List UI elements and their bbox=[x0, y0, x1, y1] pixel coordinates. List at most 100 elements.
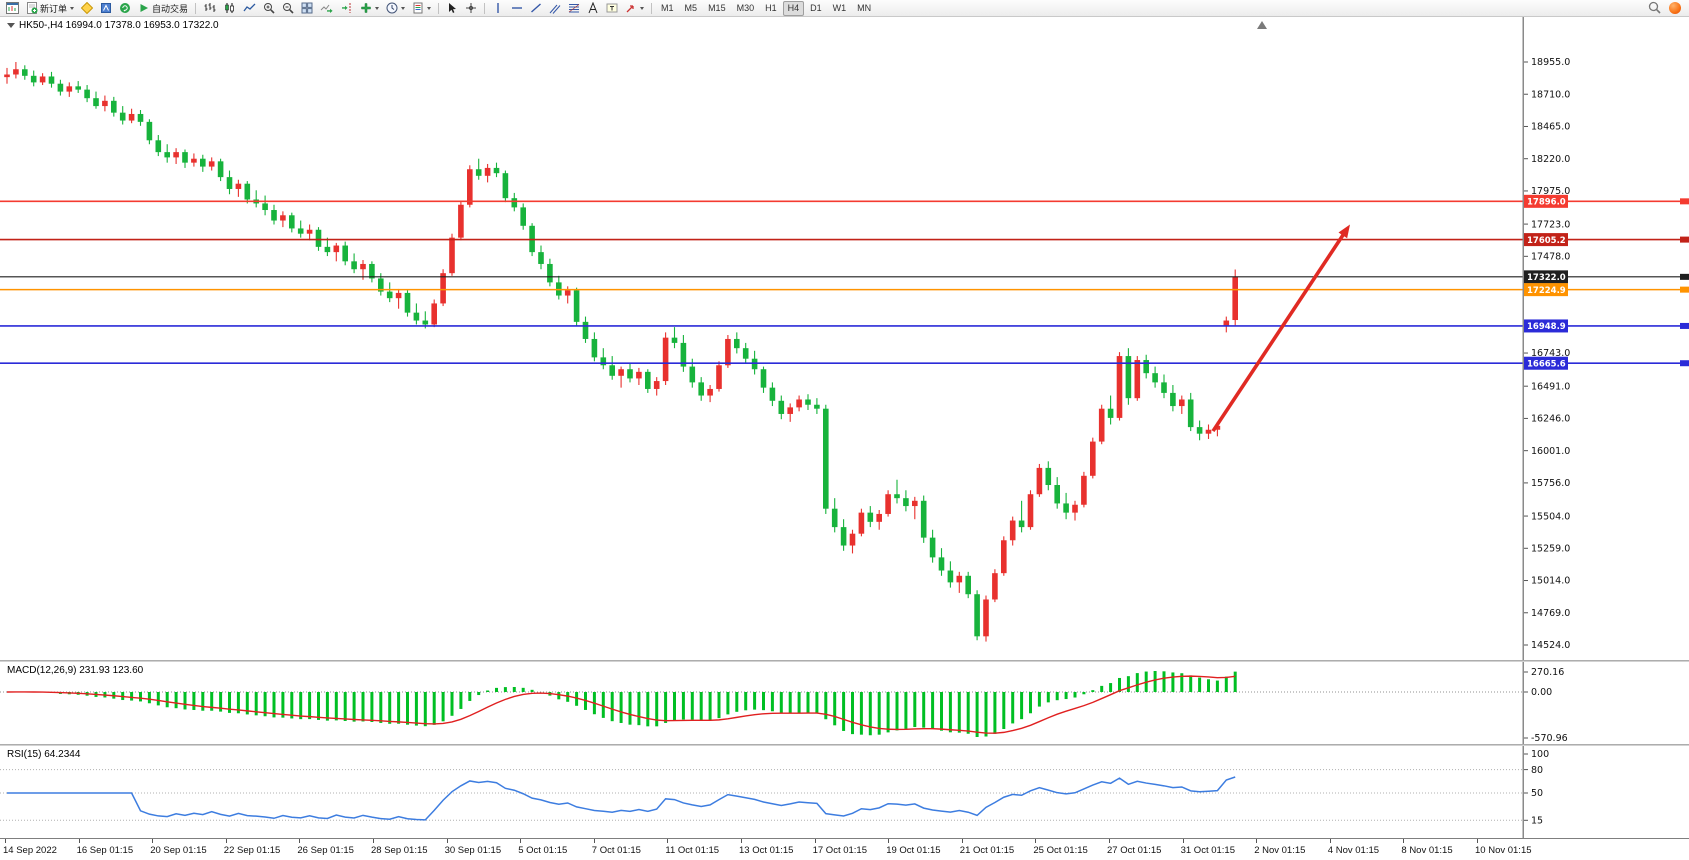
svg-text:17224.9: 17224.9 bbox=[1527, 286, 1566, 296]
crosshair-icon bbox=[465, 2, 477, 14]
channel-button[interactable] bbox=[546, 1, 564, 15]
vertical-line-button[interactable] bbox=[489, 1, 507, 15]
rsi-pane[interactable]: RSI(15) 64.2344 100 80 50 15 bbox=[0, 746, 1689, 838]
time-label: 27 Oct 01:15 bbox=[1107, 845, 1162, 856]
pane-separator[interactable] bbox=[0, 660, 1689, 662]
text-a-icon bbox=[587, 2, 599, 14]
svg-text:0.00: 0.00 bbox=[1531, 687, 1552, 698]
toolbar-separator bbox=[438, 2, 440, 14]
timeframe-toolbar: M1 M5 M15 M30 H1 H4 D1 W1 MN bbox=[656, 0, 876, 16]
timeframe-mn[interactable]: MN bbox=[857, 2, 872, 13]
toolbar-separator bbox=[651, 2, 653, 14]
toolbar-separator bbox=[484, 2, 486, 14]
notification-badge[interactable] bbox=[1669, 2, 1681, 14]
crosshair-button[interactable] bbox=[462, 1, 480, 15]
svg-text:16491.0: 16491.0 bbox=[1531, 381, 1570, 392]
text-button[interactable] bbox=[584, 1, 602, 15]
timeframe-w1[interactable]: W1 bbox=[832, 2, 847, 13]
ohlc-panel-toggle-icon[interactable] bbox=[7, 23, 15, 28]
macd-label-bar: MACD(12,26,9) 231.93 123.60 bbox=[7, 665, 143, 676]
timeframe-m15[interactable]: M15 bbox=[708, 2, 726, 13]
periods-button[interactable] bbox=[383, 1, 408, 15]
time-label: 26 Sep 01:15 bbox=[297, 845, 354, 856]
trendline-button[interactable] bbox=[527, 1, 545, 15]
rsi-label-bar: RSI(15) 64.2344 bbox=[7, 749, 80, 760]
price-chart-canvas[interactable]: 18955.0 18710.0 18465.0 18220.0 17975.0 17723… bbox=[0, 17, 1689, 660]
svg-text:270.16: 270.16 bbox=[1531, 667, 1564, 678]
autotrading-button[interactable]: 自动交易 bbox=[135, 1, 191, 15]
timeframe-d1[interactable]: D1 bbox=[810, 2, 822, 13]
candlestick-chart-button[interactable] bbox=[220, 1, 239, 15]
macd-pane[interactable]: MACD(12,26,9) 231.93 123.60 270.16 0.00 -5… bbox=[0, 662, 1689, 744]
svg-text:17322.0: 17322.0 bbox=[1527, 273, 1566, 283]
timeframe-h1[interactable]: H1 bbox=[765, 2, 777, 13]
new-order-button[interactable]: 新订单 bbox=[23, 1, 77, 15]
tile-windows-button[interactable] bbox=[298, 1, 316, 15]
navigator-button[interactable] bbox=[97, 1, 115, 15]
svg-text:14524.0: 14524.0 bbox=[1531, 640, 1570, 651]
time-label: 19 Oct 01:15 bbox=[886, 845, 941, 856]
time-label: 17 Oct 01:15 bbox=[812, 845, 867, 856]
chart-shift-button[interactable] bbox=[337, 1, 356, 15]
cursor-button[interactable] bbox=[443, 1, 461, 15]
horizontal-line-button[interactable] bbox=[508, 1, 526, 15]
time-label: 25 Oct 01:15 bbox=[1033, 845, 1088, 856]
pane-separator[interactable] bbox=[0, 744, 1689, 746]
timeframe-m1[interactable]: M1 bbox=[661, 2, 674, 13]
refresh-button[interactable] bbox=[116, 1, 134, 15]
new-order-label: 新订单 bbox=[40, 3, 68, 14]
zoom-in-icon bbox=[263, 2, 275, 14]
line-chart-button[interactable] bbox=[240, 1, 259, 15]
zoom-out-icon bbox=[282, 2, 294, 14]
rsi-canvas[interactable]: 100 80 50 15 bbox=[0, 746, 1689, 838]
metaeditor-button[interactable] bbox=[78, 1, 96, 15]
svg-text:16743.0: 16743.0 bbox=[1531, 348, 1570, 359]
time-tick bbox=[1035, 839, 1037, 843]
svg-text:100: 100 bbox=[1531, 749, 1549, 760]
svg-text:50: 50 bbox=[1531, 788, 1543, 799]
navigator-icon bbox=[100, 2, 112, 14]
zoom-in-button[interactable] bbox=[260, 1, 278, 15]
toolbar-separator bbox=[195, 2, 197, 14]
templates-button[interactable] bbox=[409, 1, 434, 15]
arrows-button[interactable] bbox=[622, 1, 647, 15]
svg-text:16665.6: 16665.6 bbox=[1527, 359, 1566, 369]
macd-canvas[interactable]: 270.16 0.00 -570.96 bbox=[0, 662, 1689, 744]
indicators-button[interactable] bbox=[357, 1, 382, 15]
svg-text:15: 15 bbox=[1531, 816, 1543, 827]
bar-chart-button[interactable] bbox=[200, 1, 219, 15]
zoom-out-button[interactable] bbox=[279, 1, 297, 15]
time-label: 30 Sep 01:15 bbox=[444, 845, 502, 856]
time-tick bbox=[667, 839, 669, 843]
timeframe-h4[interactable]: H4 bbox=[782, 0, 805, 16]
refresh-icon bbox=[119, 2, 131, 14]
tile-windows-icon bbox=[301, 2, 313, 14]
time-label: 20 Sep 01:15 bbox=[150, 845, 207, 856]
svg-text:18220.0: 18220.0 bbox=[1531, 154, 1570, 165]
label-button[interactable] bbox=[603, 1, 621, 15]
time-axis[interactable]: 14 Sep 2022 16 Sep 01:15 20 Sep 01:15 22 Se… bbox=[0, 838, 1689, 860]
auto-scroll-button[interactable] bbox=[317, 1, 336, 15]
time-label: 22 Sep 01:15 bbox=[223, 845, 281, 856]
autotrading-label: 自动交易 bbox=[152, 3, 189, 14]
time-tick bbox=[446, 839, 448, 843]
time-label: 16 Sep 01:15 bbox=[76, 845, 134, 856]
chart-title: HK50-,H4 16994.0 17378.0 16953.0 17322.0 bbox=[19, 20, 219, 31]
time-tick bbox=[888, 839, 890, 843]
horizontal-line-icon bbox=[511, 2, 523, 14]
search-icon[interactable] bbox=[1648, 1, 1661, 16]
timeframe-m5[interactable]: M5 bbox=[684, 2, 698, 13]
svg-text:16246.0: 16246.0 bbox=[1531, 414, 1570, 425]
svg-text:80: 80 bbox=[1531, 765, 1543, 776]
price-pane[interactable]: HK50-,H4 16994.0 17378.0 16953.0 17322.0… bbox=[0, 17, 1689, 660]
timeframe-m30[interactable]: M30 bbox=[736, 2, 755, 13]
chart-window-button[interactable] bbox=[3, 1, 22, 15]
svg-text:16001.0: 16001.0 bbox=[1531, 446, 1570, 457]
price-axis-border bbox=[1523, 17, 1524, 860]
time-tick bbox=[1109, 839, 1110, 843]
template-icon bbox=[412, 2, 424, 14]
svg-text:-570.96: -570.96 bbox=[1531, 733, 1568, 744]
fibonacci-button[interactable] bbox=[565, 1, 583, 15]
svg-text:17975.0: 17975.0 bbox=[1531, 186, 1570, 197]
